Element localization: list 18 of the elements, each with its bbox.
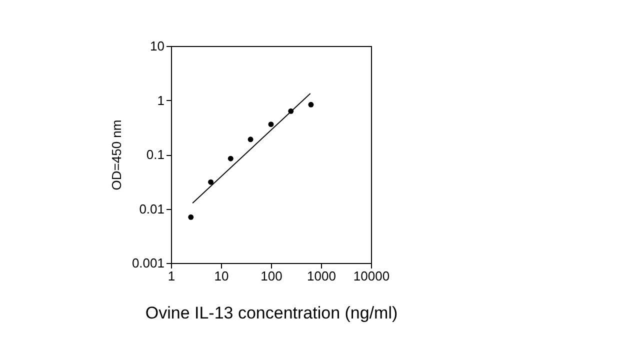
point xyxy=(188,214,194,220)
y-tick-label: 10 xyxy=(150,38,164,54)
x-tick-label: 1 xyxy=(168,268,176,284)
x-tick-label: 10000 xyxy=(353,268,390,284)
y-tick-label: 1 xyxy=(157,92,164,108)
point xyxy=(248,136,254,142)
x-axis-title: Ovine IL-13 concentration (ng/ml) xyxy=(145,304,398,322)
x-tick-label: 1000 xyxy=(307,268,336,284)
y-tick-label: 0.001 xyxy=(132,256,164,270)
y-tick-label: 0.1 xyxy=(146,147,164,162)
point xyxy=(228,156,234,162)
x-tick-label: 10 xyxy=(214,268,229,284)
y-tick-label: 0.01 xyxy=(139,201,164,216)
point xyxy=(208,179,214,185)
x-tick-label: 100 xyxy=(260,268,282,284)
y-axis-title: OD=450 nm xyxy=(108,120,124,190)
point xyxy=(268,122,274,128)
point xyxy=(308,102,314,108)
